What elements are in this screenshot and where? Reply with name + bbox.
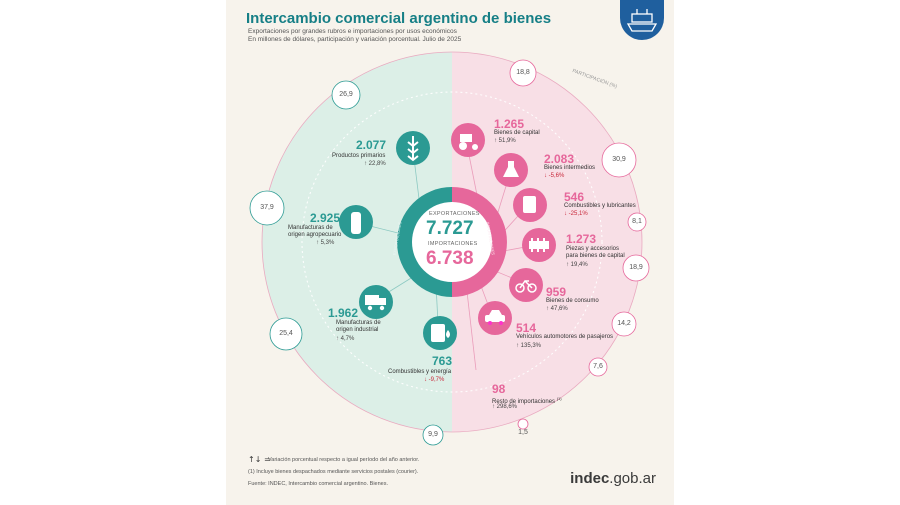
export-var-1: ↑ 22,8% [364, 161, 386, 167]
svg-text:↑↓ =: ↑↓ = [248, 455, 271, 464]
import-value-2: 2.083 [544, 152, 575, 166]
center-exports-label: EXPORTACIONES [429, 211, 480, 217]
indec-badge [620, 0, 664, 40]
share-bubble-exp-4 [422, 424, 444, 446]
bicycle-icon [515, 279, 537, 293]
import-label-2: Bienes intermedios [544, 165, 596, 171]
share-imp-6: 7,6 [593, 363, 603, 370]
share-bubble-imp-1 [509, 59, 537, 87]
subtitle-2: En millones de dólares, participación y … [248, 36, 462, 43]
wheat-icon [407, 136, 419, 162]
share-bubble-imp-4 [622, 254, 650, 282]
tractor-icon [459, 134, 478, 150]
infographic-card: ↑↓ = Intercambio comercial argentino de … [226, 0, 674, 505]
export-var-2: ↑ 5,3% [316, 240, 335, 246]
car-icon [485, 310, 505, 325]
export-label-3: Manufacturas de origen industrial [336, 320, 381, 333]
import-label-5: Bienes de consumo [546, 298, 599, 304]
center-imports-label: IMPORTACIONES [428, 241, 478, 247]
import-var-3: ↓ -25,1% [564, 211, 588, 217]
share-bubble-imp-6 [588, 357, 608, 377]
export-var-4: ↓ -9,7% [424, 377, 445, 383]
flask-icon [503, 161, 519, 177]
share-exp-3: 25,4 [279, 330, 293, 337]
import-value-7: 98 [492, 382, 506, 396]
oil-barrel-icon [431, 324, 450, 342]
gear-part-icon [529, 238, 549, 252]
share-imp-3: 8,1 [632, 218, 642, 225]
import-label-1: Bienes de capital [494, 130, 540, 136]
center-exports-value: 7.727 [426, 218, 474, 239]
import-var-2: ↓ -5,6% [544, 173, 565, 179]
share-imp-2: 30,9 [612, 156, 626, 163]
footer-note: (1) Incluye bienes despachados mediante … [248, 469, 419, 475]
export-label-1: Productos primarios [332, 153, 386, 159]
share-bubble-exp-2 [249, 190, 285, 226]
import-value-4: 1.273 [566, 232, 597, 246]
import-var-7: ↑ 298,6% [492, 404, 518, 410]
export-value-1: 2.077 [356, 138, 387, 152]
page-title: Intercambio comercial argentino de biene… [246, 10, 552, 27]
bottle-icon [351, 212, 361, 234]
import-value-1: 1.265 [494, 117, 525, 131]
share-bubble-imp-3 [627, 212, 647, 232]
share-bubble-imp-7 [517, 418, 529, 430]
share-exp-2: 37,9 [260, 204, 274, 211]
legend-arrows-icon: ↑↓ = [248, 455, 271, 464]
share-bubble-imp-5 [611, 311, 637, 337]
import-label-6: Vehículos automotores de pasajeros [516, 334, 614, 340]
infographic-graphic: ↑↓ = [248, 51, 650, 464]
outer-participation-ring [261, 51, 643, 433]
center-imports-value: 6.738 [426, 248, 474, 269]
import-var-5: ↑ 47,6% [546, 306, 568, 312]
center-disk [412, 202, 492, 282]
import-var-6: ↑ 135,3% [516, 343, 542, 349]
share-bubble-exp-3 [269, 317, 303, 351]
share-bubble-imp-2 [601, 142, 637, 178]
fuel-can-icon [523, 196, 536, 213]
share-bubble-exp-1 [331, 80, 361, 110]
share-imp-7: 1,5 [518, 429, 528, 436]
inner-ring [301, 91, 603, 393]
share-imp-5: 14,2 [617, 320, 631, 327]
share-imp-1: 18,8 [516, 69, 530, 76]
import-label-4: Piezas y accesorios para bienes de capit… [566, 246, 625, 259]
subtitle-1: Exportaciones por grandes rubros e impor… [248, 28, 457, 35]
truck-icon [365, 295, 386, 311]
ship-icon [626, 9, 658, 32]
export-value-2: 2.925 [310, 211, 341, 225]
share-exp-1: 26,9 [339, 91, 353, 98]
import-label-7: Resto de importaciones (1) [492, 396, 562, 405]
import-var-4: ↑ 19,4% [566, 262, 588, 268]
import-var-1: ↑ 51,9% [494, 138, 516, 144]
import-value-5: 959 [546, 285, 567, 299]
footer-source: Fuente: INDEC, Intercambio comercial arg… [248, 481, 389, 487]
export-var-3: ↑ 4,7% [336, 336, 355, 342]
footer-legend: Variación porcentual respecto a igual pe… [268, 457, 420, 463]
import-label-3: Combustibles y lubricantes [564, 203, 636, 209]
import-icon-circle-5 [509, 268, 543, 302]
export-label-2: Manufacturas de origen agropecuario [288, 225, 342, 238]
import-value-6: 514 [516, 321, 537, 335]
indec-logo[interactable]: indec.gob.ar [570, 470, 656, 487]
import-value-3: 546 [564, 190, 585, 204]
share-exp-4: 9,9 [428, 431, 438, 438]
export-value-4: 763 [432, 354, 453, 368]
export-value-3: 1.962 [328, 306, 359, 320]
export-label-4: Combustibles y energía [388, 369, 452, 375]
share-imp-4: 18,9 [629, 264, 643, 271]
